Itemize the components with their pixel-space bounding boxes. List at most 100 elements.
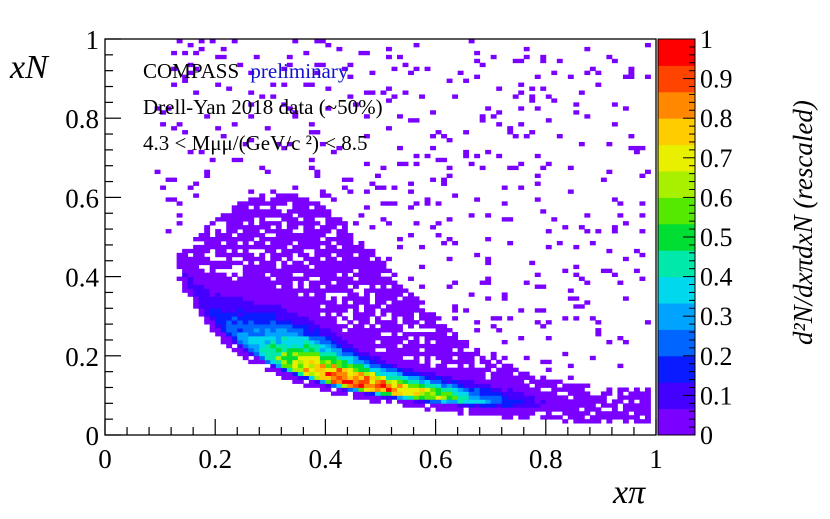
heatmap-cell (622, 106, 629, 111)
heatmap-cell (369, 351, 376, 357)
heatmap-cell (402, 308, 409, 313)
heatmap-cell (529, 379, 536, 384)
heatmap-cell (468, 379, 475, 384)
heatmap-cell (308, 260, 315, 266)
heatmap-cell (380, 339, 387, 345)
heatmap-cell (297, 252, 304, 258)
heatmap-cell (374, 316, 381, 321)
heatmap-cell (303, 343, 310, 349)
heatmap-cell (231, 284, 238, 289)
y-tick-label: 0.8 (65, 104, 99, 134)
color-bar-label: 0.4 (700, 263, 733, 292)
heatmap-cell (419, 94, 425, 99)
heatmap-cell (413, 343, 420, 349)
heatmap-cell (507, 415, 514, 420)
heatmap-cell (644, 169, 651, 175)
heatmap-cell (589, 395, 596, 400)
heatmap-cell (204, 308, 211, 313)
heatmap-cell (308, 288, 315, 293)
heatmap-cell (303, 296, 310, 301)
heatmap-cell (424, 351, 431, 357)
heatmap-cell (270, 284, 277, 289)
heatmap-cell (352, 355, 359, 361)
heatmap-cell (297, 371, 304, 376)
heatmap-cell (374, 292, 381, 297)
heatmap-cell (314, 173, 321, 178)
heatmap-cell (408, 371, 414, 376)
heatmap-cell (336, 383, 343, 388)
heatmap-cell (380, 312, 387, 317)
heatmap-cell (220, 272, 227, 277)
heatmap-cell (220, 244, 227, 250)
heatmap-cell (435, 201, 442, 206)
heatmap-cell (573, 264, 580, 270)
heatmap-cell (314, 347, 321, 353)
heatmap-cell (369, 391, 376, 396)
heatmap-cell (330, 260, 337, 266)
heatmap-cell (171, 177, 178, 182)
heatmap-cell (336, 312, 343, 317)
heatmap-cell (281, 359, 288, 365)
heatmap-cell (281, 82, 288, 87)
heatmap-cell (430, 347, 436, 353)
heatmap-cell (402, 391, 409, 396)
heatmap-cell (281, 237, 288, 242)
heatmap-cell (457, 359, 464, 365)
heatmap-cell (264, 169, 271, 175)
heatmap-cell (314, 312, 321, 317)
heatmap-cell (275, 197, 282, 202)
heatmap-cell (248, 324, 255, 329)
heatmap-cell (281, 296, 288, 301)
heatmap-cell (297, 300, 304, 305)
heatmap-cell (611, 58, 618, 64)
heatmap-cell (215, 252, 222, 258)
heatmap-cell (264, 209, 271, 214)
heatmap-cell (589, 415, 596, 420)
heatmap-cell (386, 304, 392, 309)
heatmap-cell (209, 300, 216, 305)
heatmap-cell (545, 244, 552, 250)
heatmap-cell (231, 280, 238, 285)
heatmap-cell (204, 229, 211, 234)
heatmap-cell (308, 320, 315, 325)
heatmap-cell (242, 339, 249, 345)
heatmap-cell (270, 339, 277, 345)
heatmap-cell (501, 339, 508, 345)
heatmap-cell (303, 240, 310, 246)
heatmap-cell (341, 296, 348, 301)
heatmap-cell (242, 240, 249, 246)
heatmap-cell (226, 217, 233, 222)
heatmap-cell (204, 292, 211, 297)
heatmap-cell (452, 240, 459, 246)
heatmap-cell (314, 39, 321, 44)
heatmap-cell (303, 324, 310, 329)
heatmap-cell (281, 324, 288, 329)
heatmap-cell (402, 288, 409, 293)
heatmap-cell (275, 252, 282, 258)
heatmap-cell (259, 213, 266, 218)
heatmap-cell (562, 395, 569, 400)
y-axis-title: xN (9, 49, 50, 86)
heatmap-cell (220, 284, 227, 289)
heatmap-cell (386, 363, 392, 369)
heatmap-cell (303, 375, 310, 380)
heatmap-cell (182, 50, 189, 56)
heatmap-cell (490, 363, 497, 369)
heatmap-cell (363, 328, 370, 333)
heatmap-cell (352, 395, 359, 400)
heatmap-cell (562, 407, 569, 412)
heatmap-cell (352, 391, 359, 396)
heatmap-cell (391, 351, 398, 357)
heatmap-cell (369, 339, 376, 345)
heatmap-cell (259, 217, 266, 222)
heatmap-cell (369, 252, 376, 258)
heatmap-cell (341, 248, 348, 254)
heatmap-cell (363, 339, 370, 345)
heatmap-cell (204, 280, 211, 285)
heatmap-cell (253, 336, 260, 341)
heatmap-cell (270, 240, 277, 246)
heatmap-cell (204, 248, 211, 254)
heatmap-cell (479, 387, 486, 392)
heatmap-cell (215, 308, 222, 313)
heatmap-cell (325, 248, 332, 254)
